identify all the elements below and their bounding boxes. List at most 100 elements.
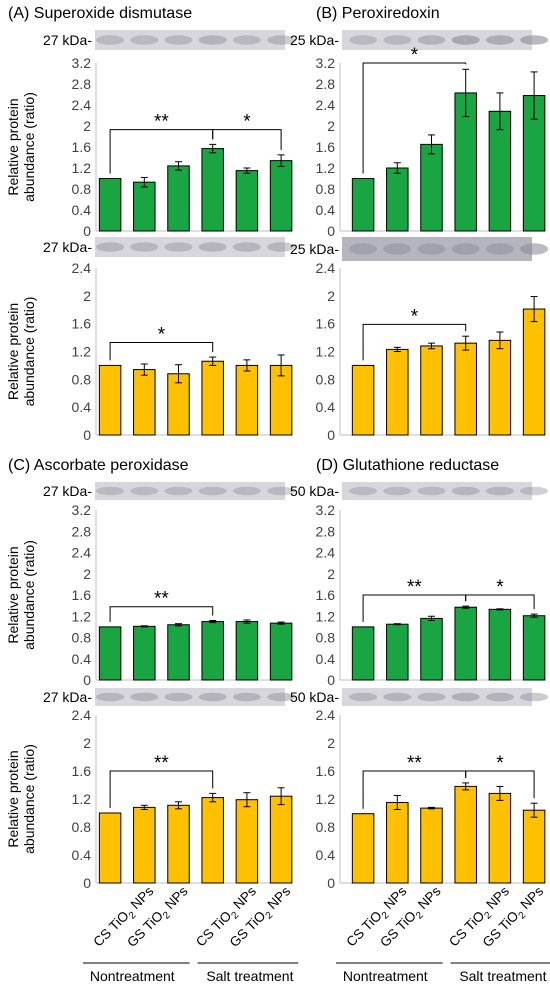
blot-band (164, 242, 193, 252)
blot-band (383, 35, 412, 45)
western-blot-strip (342, 30, 549, 50)
panel-title: (C) Ascorbate peroxidase (8, 457, 189, 474)
y-tick-label: 0.8 (316, 371, 336, 387)
error-bar (175, 623, 182, 627)
error-bar (140, 625, 148, 628)
blot-band (349, 243, 378, 255)
error-bar (243, 792, 251, 808)
significance-label: ** (407, 753, 422, 774)
error-bar (243, 619, 251, 624)
y-tick-label: 2.4 (72, 707, 92, 723)
blot-band (383, 692, 412, 702)
error-bar (462, 68, 470, 118)
y-tick-label: 1.6 (72, 139, 92, 155)
panel-title: (A) Superoxide dismutase (8, 5, 192, 22)
panel-d-yellow: 50 kDa-00.40.81.21.622.4** * (290, 688, 549, 891)
y-tick-label: 1.2 (72, 608, 92, 624)
y-axis-label: Relative protein (5, 750, 21, 847)
bar (201, 621, 224, 681)
blot-band (520, 486, 549, 496)
group-label-salt: Salt treatment (206, 968, 293, 984)
blot-band (267, 692, 296, 702)
blot-band (451, 486, 480, 496)
y-tick-label: 2 (83, 566, 91, 582)
bar (386, 802, 409, 884)
panel-a-green: (A) Superoxide dismutase 27 kDa- 0 0.4 0.8 1.… (5, 5, 296, 239)
bracket-line (362, 323, 467, 361)
significance-label: ** (407, 577, 422, 598)
significance-bracket: ** (109, 112, 214, 174)
bracket-line (109, 770, 214, 808)
bar (488, 792, 512, 884)
y-tick-label: 2.4 (72, 545, 92, 561)
blot-band (383, 486, 412, 496)
error-bar (209, 143, 217, 154)
error-bar (175, 801, 182, 810)
y-tick-label: 1.6 (72, 316, 92, 332)
bracket-line (362, 62, 467, 174)
bar (351, 813, 375, 884)
panel-b-yellow: 25 kDa- 0 0.4 0.8 1.2 1.6 2 2.4 * (290, 237, 549, 443)
blot-band (267, 486, 296, 496)
y-tick-label: 2.4 (72, 260, 92, 276)
blot-band (164, 692, 193, 702)
blot-band (130, 486, 159, 496)
blot-band (198, 486, 227, 496)
blot-band (485, 35, 514, 45)
bracket-line (109, 606, 214, 622)
bar (420, 143, 443, 232)
blot-background (342, 688, 532, 706)
blot-band (349, 35, 378, 45)
error-bar (277, 354, 285, 377)
blot-band (130, 242, 159, 252)
error-bar (428, 615, 435, 621)
bar (133, 806, 156, 884)
bar (269, 795, 293, 884)
blot-band (417, 35, 446, 45)
y-tick-label: 0.4 (316, 202, 336, 218)
blot-band (485, 243, 514, 255)
bar (454, 606, 477, 681)
bar (420, 345, 443, 436)
y-tick-label: 2.8 (72, 76, 92, 92)
blot-band (267, 242, 296, 252)
y-tick-label: 2 (83, 735, 91, 751)
y-tick-label: 0.4 (72, 202, 92, 218)
bracket-line (109, 341, 214, 361)
blot-band (451, 35, 480, 45)
y-tick-label: 0 (83, 427, 91, 443)
y-tick-label: 1.6 (316, 316, 336, 332)
y-tick-label: 1.2 (316, 344, 336, 360)
panel-title: (D) Glutathione reductase (316, 457, 499, 474)
blot-band (96, 486, 125, 496)
blot-band (164, 486, 193, 496)
western-blot-strip (95, 30, 296, 50)
y-tick-label: 0.8 (72, 371, 92, 387)
bar (386, 623, 409, 681)
blot-background (95, 30, 285, 50)
y-tick-label: 1.2 (316, 608, 336, 624)
panel-a-yellow: 27 kDa- 0 0.4 0.8 1.2 1.6 2 2.4 Relative protein… (5, 237, 296, 443)
blot-background (95, 237, 285, 257)
bar (488, 339, 512, 436)
y-tick-label: 2 (327, 735, 335, 751)
group-label-nontreatment: Nontreatment (343, 968, 428, 984)
y-axis-label: abundance (ratio) (21, 540, 37, 650)
y-tick-label: 2 (327, 566, 335, 582)
significance-bracket: * (465, 753, 535, 799)
y-tick-label: 0 (327, 875, 335, 891)
blot-band (417, 692, 446, 702)
significance-label: * (243, 112, 251, 133)
bracket-line (465, 770, 535, 799)
y-tick-label: 0 (327, 672, 335, 688)
significance-label: ** (154, 589, 169, 610)
error-bar (140, 176, 148, 188)
y-tick-label: 1.6 (72, 587, 92, 603)
error-bar (243, 359, 251, 372)
bar (98, 812, 122, 884)
error-bar (393, 346, 401, 352)
blot-band (164, 35, 193, 45)
bar (201, 148, 224, 232)
group-label-salt: Salt treatment (459, 968, 546, 984)
